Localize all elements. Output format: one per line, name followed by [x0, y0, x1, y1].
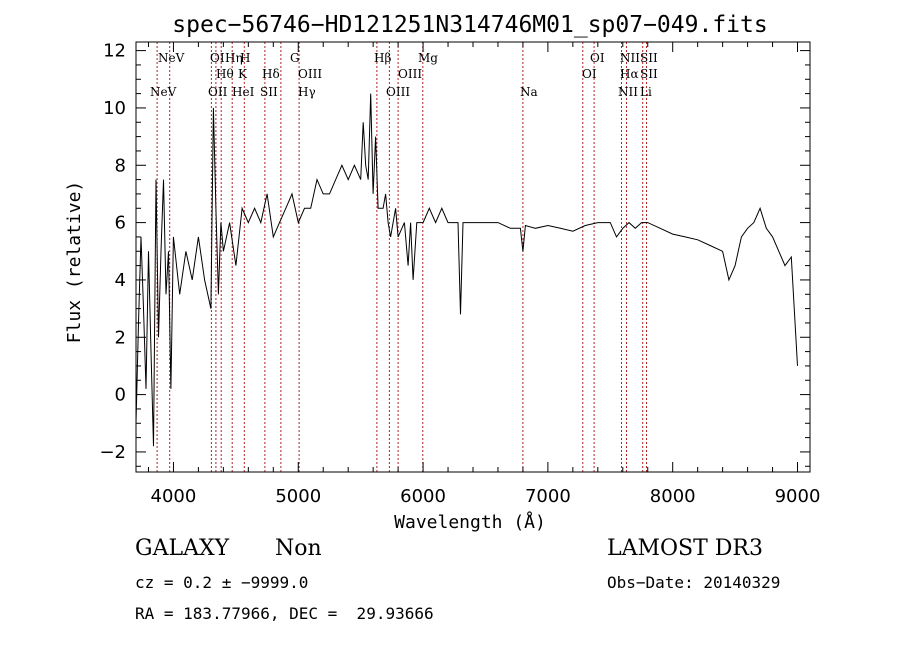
line-label-2-13: NII — [618, 85, 638, 99]
y-tick-label-2: 2 — [115, 327, 126, 348]
line-label-2-0: NeV — [150, 85, 177, 99]
line-label-1-6: OIII — [298, 67, 322, 81]
line-label-1-13: Hα — [620, 67, 639, 81]
chart-title: spec−56746−HD121251N314746M01_sp07−049.f… — [172, 12, 767, 38]
y-tick-label-3: 4 — [115, 270, 126, 291]
survey-name: LAMOST DR3 — [607, 536, 763, 561]
line-label-0-6: G — [290, 51, 300, 65]
line-label-2-14: Li — [640, 85, 652, 99]
x-axis-label: Wavelength (Å) — [394, 511, 546, 533]
object-class: GALAXY — [135, 536, 230, 561]
x-tick-label-4: 8000 — [650, 486, 696, 507]
line-label-2-9: OIII — [386, 85, 410, 99]
y-tick-label-6: 10 — [103, 98, 126, 119]
x-tick-label-2: 6000 — [400, 486, 446, 507]
line-label-0-16: NII — [620, 51, 640, 65]
y-tick-label-0: −2 — [99, 442, 126, 463]
line-label-0-12: Mg — [418, 51, 438, 65]
object-subclass: Non — [275, 536, 322, 561]
line-label-0-3: Hη — [225, 51, 243, 65]
line-label-1-2: Hθ — [216, 67, 234, 81]
line-label-1-4: Hδ — [262, 67, 280, 81]
x-tick-label-1: 5000 — [275, 486, 321, 507]
y-tick-label-7: 12 — [103, 41, 126, 62]
line-label-2-4: SII — [260, 85, 278, 99]
line-label-0-1: NeV — [158, 51, 185, 65]
line-label-0-14: OI — [590, 51, 605, 65]
line-label-2-3: HeI — [232, 85, 255, 99]
line-label-1-3: K — [238, 67, 248, 81]
x-tick-label-5: 9000 — [775, 486, 821, 507]
y-tick-label-4: 6 — [115, 213, 126, 234]
line-label-1-12: OI — [582, 67, 597, 81]
line-label-0-2: OI — [210, 51, 225, 65]
line-label-1-9: OIII — [398, 67, 422, 81]
line-label-2-2: OII — [208, 85, 228, 99]
coordinates: RA = 183.77966, DEC = 29.93666 — [135, 604, 434, 623]
emission-line-markers — [156, 42, 647, 472]
spectrum-plot: spec−56746−HD121251N314746M01_sp07−049.f… — [64, 12, 821, 533]
x-tick-label-3: 7000 — [525, 486, 571, 507]
line-label-2-6: Hγ — [298, 85, 316, 99]
line-label-0-17: SII — [640, 51, 658, 65]
line-label-0-4: H — [240, 51, 250, 65]
y-tick-label-1: 0 — [115, 385, 126, 406]
redshift-info: cz = 0.2 ± −9999.0 — [135, 573, 309, 592]
observation-date: Obs−Date: 20140329 — [607, 573, 781, 592]
x-tick-label-0: 4000 — [151, 486, 197, 507]
line-label-1-14: SII — [640, 67, 658, 81]
line-label-0-10: Hβ — [374, 51, 391, 65]
line-label-2-11: Na — [520, 85, 538, 99]
y-tick-label-5: 8 — [115, 155, 126, 176]
y-axis-label: Flux (relative) — [64, 181, 85, 344]
x-axis-ticks: 4000 5000 6000 7000 8000 9000 — [147, 42, 821, 507]
y-axis-ticks: −2 0 2 4 6 8 10 12 — [99, 41, 810, 467]
spectrum-line — [135, 93, 798, 447]
